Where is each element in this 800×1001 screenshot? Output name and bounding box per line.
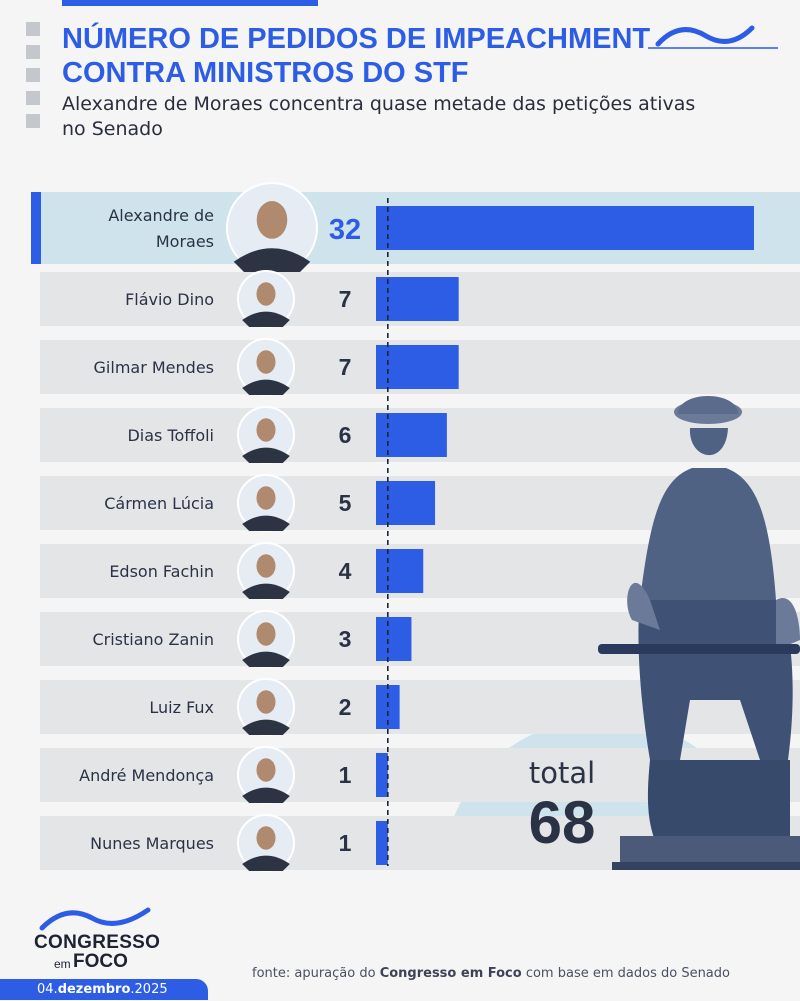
source-suffix: com base em dados do Senado xyxy=(521,966,730,981)
value-label: 3 xyxy=(339,626,352,652)
side-decoration xyxy=(26,22,40,137)
bar xyxy=(376,413,447,457)
portrait-icon xyxy=(237,746,295,804)
source-prefix: fonte: apuração do xyxy=(252,966,380,981)
category-label: Flávio Dino xyxy=(125,290,214,309)
highlight-marker xyxy=(31,192,41,264)
category-label: Nunes Marques xyxy=(90,834,214,853)
total-label: total xyxy=(528,756,596,790)
source-brand: Congresso em Foco xyxy=(379,966,522,981)
value-label: 4 xyxy=(339,558,352,584)
value-label: 2 xyxy=(339,694,352,720)
bar xyxy=(376,753,388,797)
page-subtitle: Alexandre de Moraes concentra quase meta… xyxy=(62,93,696,140)
bar xyxy=(376,549,424,593)
value-label: 5 xyxy=(339,490,352,516)
total-value: 68 xyxy=(528,789,596,856)
portrait-icon xyxy=(237,338,295,396)
category-label: Dias Toffoli xyxy=(127,426,214,445)
bar xyxy=(376,821,388,865)
page-title: NÚMERO DE PEDIDOS DE IMPEACHMENT CONTRA … xyxy=(62,23,651,89)
portrait-icon xyxy=(237,406,295,464)
date-tag: 04.dezembro.2025 xyxy=(0,979,208,1000)
bar xyxy=(376,206,754,250)
category-label: Alexandre de Moraes xyxy=(108,206,214,251)
portrait-icon xyxy=(237,678,295,736)
date-year: .2025 xyxy=(130,982,168,997)
wave-logo-icon xyxy=(39,907,151,931)
value-label: 1 xyxy=(339,762,352,788)
top-accent-line xyxy=(62,0,318,6)
portrait-icon xyxy=(237,542,295,600)
category-label: Luiz Fux xyxy=(149,698,214,717)
category-label: Gilmar Mendes xyxy=(94,358,214,377)
bar xyxy=(376,617,412,661)
bar xyxy=(376,277,459,321)
category-label: Cármen Lúcia xyxy=(104,494,214,513)
category-label: Cristiano Zanin xyxy=(92,630,214,649)
brand-name-second: FOCO xyxy=(73,951,128,972)
bar xyxy=(376,345,459,389)
category-label: Edson Fachin xyxy=(109,562,214,581)
category-label: André Mendonça xyxy=(79,766,214,785)
brand-name-small: em xyxy=(54,957,71,971)
bar xyxy=(376,481,436,525)
wave-logo-icon xyxy=(648,25,778,49)
value-label: 7 xyxy=(339,354,352,380)
date-day: 04. xyxy=(37,982,58,997)
portrait-icon xyxy=(226,182,318,274)
brand-name: CONGRESSO xyxy=(34,932,161,953)
value-label: 7 xyxy=(339,286,352,312)
portrait-icon xyxy=(237,814,295,872)
source-note: fonte: apuração do Congresso em Foco com… xyxy=(252,966,730,981)
value-label: 1 xyxy=(339,830,352,856)
statue-of-justice-icon xyxy=(598,396,800,870)
value-label: 6 xyxy=(339,422,352,448)
portrait-icon xyxy=(237,474,295,532)
date-month: dezembro xyxy=(57,982,131,997)
portrait-icon xyxy=(237,610,295,668)
value-label: 32 xyxy=(329,214,361,246)
portrait-icon xyxy=(237,270,295,328)
